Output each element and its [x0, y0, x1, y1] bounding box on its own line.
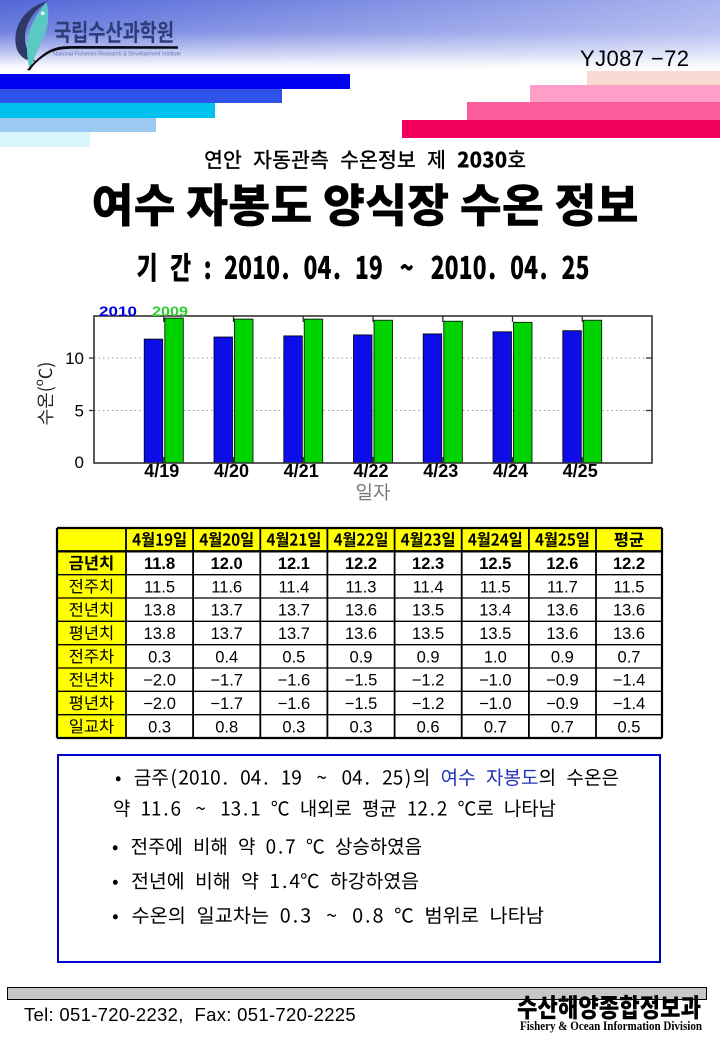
svg-text:11.6: 11.6 [211, 578, 242, 596]
svg-text:13.8: 13.8 [144, 625, 176, 643]
svg-text:4/19: 4/19 [144, 461, 179, 481]
svg-text:0.3: 0.3 [148, 648, 171, 666]
svg-text:0.9: 0.9 [350, 648, 373, 666]
svg-text:12.0: 12.0 [211, 555, 243, 573]
svg-text:4/24: 4/24 [493, 461, 528, 481]
svg-text:2009: 2009 [152, 304, 188, 319]
svg-text:11.4: 11.4 [413, 578, 444, 596]
svg-text:12.5: 12.5 [479, 555, 511, 573]
svg-text:0: 0 [75, 453, 84, 472]
svg-text:−0.9: −0.9 [546, 695, 579, 713]
svg-text:13.5: 13.5 [412, 602, 444, 620]
svg-text:−1.0: −1.0 [479, 672, 512, 690]
svg-text:−0.9: −0.9 [546, 672, 579, 690]
svg-text:11.4: 11.4 [278, 578, 309, 596]
svg-text:0.3: 0.3 [282, 718, 305, 736]
svg-text:13.8: 13.8 [144, 602, 176, 620]
svg-text:13.5: 13.5 [412, 625, 444, 643]
svg-text:−1.6: −1.6 [278, 672, 311, 690]
svg-text:−2.0: −2.0 [143, 695, 176, 713]
svg-text:13.6: 13.6 [613, 625, 645, 643]
svg-text:11.7: 11.7 [547, 578, 578, 596]
svg-text:4/21: 4/21 [284, 461, 319, 481]
svg-text:13.6: 13.6 [546, 625, 578, 643]
svg-text:13.6: 13.6 [345, 625, 377, 643]
svg-text:2010: 2010 [99, 304, 137, 319]
svg-text:0.7: 0.7 [551, 718, 574, 736]
svg-text:11.5: 11.5 [614, 578, 645, 596]
svg-text:0.7: 0.7 [618, 648, 641, 666]
svg-text:−1.4: −1.4 [613, 672, 646, 690]
svg-text:0.4: 0.4 [215, 648, 238, 666]
svg-text:13.5: 13.5 [479, 625, 511, 643]
svg-text:11.3: 11.3 [346, 578, 377, 596]
svg-text:Fishery & Ocean Information Di: Fishery & Ocean Information Division [520, 1019, 702, 1033]
svg-text:11.5: 11.5 [480, 578, 511, 596]
svg-text:13.7: 13.7 [278, 625, 310, 643]
svg-text:−1.2: −1.2 [412, 672, 445, 690]
svg-text:−1.7: −1.7 [210, 672, 243, 690]
svg-text:13.7: 13.7 [278, 602, 310, 620]
svg-text:1.0: 1.0 [484, 648, 507, 666]
svg-text:10: 10 [65, 349, 84, 368]
svg-text:0.3: 0.3 [350, 718, 373, 736]
svg-text:12.1: 12.1 [278, 555, 310, 573]
svg-text:13.7: 13.7 [211, 602, 243, 620]
svg-text:12.2: 12.2 [345, 555, 377, 573]
svg-text:−1.5: −1.5 [345, 695, 378, 713]
svg-text:−1.5: −1.5 [345, 672, 378, 690]
svg-text:13.6: 13.6 [613, 602, 645, 620]
svg-text:11.8: 11.8 [144, 555, 175, 573]
svg-text:5: 5 [75, 402, 84, 421]
svg-text:12.3: 12.3 [412, 555, 444, 573]
svg-text:13.4: 13.4 [479, 602, 511, 620]
svg-text:12.2: 12.2 [613, 555, 645, 573]
svg-text:0.5: 0.5 [282, 648, 305, 666]
svg-text:−1.0: −1.0 [479, 695, 512, 713]
svg-text:12.6: 12.6 [546, 555, 578, 573]
svg-text:4/23: 4/23 [423, 461, 458, 481]
svg-text:0.8: 0.8 [215, 718, 238, 736]
svg-text:0.6: 0.6 [417, 718, 440, 736]
svg-text:4/20: 4/20 [214, 461, 249, 481]
svg-text:−2.0: −2.0 [143, 672, 176, 690]
svg-text:−1.2: −1.2 [412, 695, 445, 713]
svg-text:13.7: 13.7 [211, 625, 243, 643]
svg-text:0.3: 0.3 [148, 718, 171, 736]
svg-text:0.7: 0.7 [484, 718, 507, 736]
svg-text:−1.6: −1.6 [278, 695, 311, 713]
svg-text:13.6: 13.6 [546, 602, 578, 620]
svg-text:−1.4: −1.4 [613, 695, 646, 713]
svg-text:4/22: 4/22 [353, 461, 388, 481]
svg-text:0.9: 0.9 [551, 648, 574, 666]
svg-text:−1.7: −1.7 [210, 695, 243, 713]
svg-text:13.6: 13.6 [345, 602, 377, 620]
svg-text:0.9: 0.9 [417, 648, 440, 666]
svg-text:4/25: 4/25 [563, 461, 598, 481]
svg-text:0.5: 0.5 [618, 718, 641, 736]
svg-text:11.5: 11.5 [144, 578, 175, 596]
